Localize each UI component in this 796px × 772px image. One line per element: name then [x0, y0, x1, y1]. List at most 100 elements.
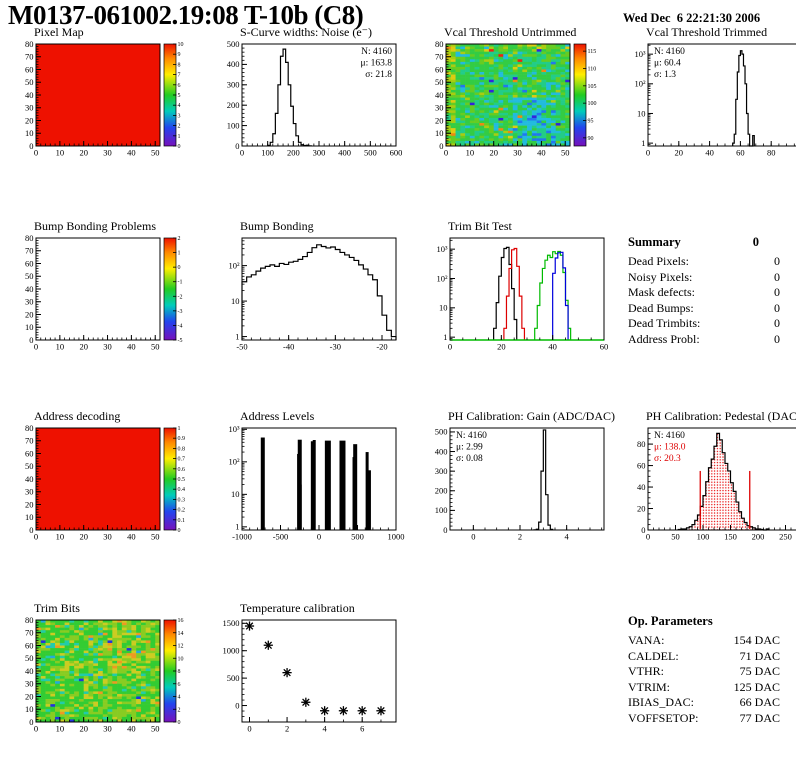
svg-text:1: 1 [178, 134, 181, 140]
svg-text:150: 150 [724, 532, 737, 542]
svg-text:90: 90 [588, 136, 594, 142]
svg-text:30: 30 [103, 342, 112, 352]
svg-text:70: 70 [435, 52, 444, 62]
summary-row: Mask defects: 0 [628, 285, 780, 301]
svg-text:10: 10 [56, 724, 65, 734]
svg-text:10: 10 [56, 342, 65, 352]
op-parameter-label: VTHR: [628, 664, 664, 678]
svg-text:30: 30 [25, 487, 34, 497]
svg-text:0: 0 [178, 720, 181, 726]
svg-text:20: 20 [489, 148, 498, 158]
svg-text:115: 115 [588, 49, 597, 55]
svg-text:30: 30 [103, 148, 112, 158]
scurve-noise-canvas: 0 100 200 300 400 500 600 0 100 200 300 400 500 N: 41… [227, 39, 403, 158]
svg-text:400: 400 [338, 148, 351, 158]
op-parameter-label: CALDEL: [628, 648, 679, 663]
summary-row: Noisy Pixels: 0 [628, 270, 780, 286]
plot-title: Address Levels [240, 409, 315, 423]
svg-text:0.9: 0.9 [178, 436, 186, 442]
plot-address-levels: Address Levels -1000 -500 0 500 1000 1 10 10² 10… [212, 410, 406, 556]
svg-text:10²: 10² [436, 273, 448, 283]
svg-text:-30: -30 [330, 342, 341, 352]
svg-text:10³: 10³ [228, 424, 240, 434]
svg-text:20: 20 [79, 532, 88, 542]
svg-text:20: 20 [25, 499, 34, 509]
svg-text:10: 10 [439, 303, 448, 313]
svg-text:50: 50 [25, 77, 34, 87]
svg-text:5: 5 [178, 93, 181, 99]
svg-text:μ: 60.4: μ: 60.4 [654, 59, 681, 69]
svg-text:30: 30 [103, 532, 112, 542]
svg-text:-500: -500 [273, 532, 289, 542]
svg-text:0: 0 [34, 724, 38, 734]
svg-text:60: 60 [435, 64, 444, 74]
svg-text:20: 20 [79, 148, 88, 158]
svg-text:80: 80 [435, 39, 444, 49]
svg-text:400: 400 [227, 59, 240, 69]
plot-bump-bonding: Bump Bonding -50 -40 -30 -20 1 10 10² [212, 220, 406, 366]
summary-row: Dead Trimbits: 0 [628, 316, 780, 332]
svg-text:σ: 1.3: σ: 1.3 [654, 70, 676, 80]
svg-text:0: 0 [240, 148, 244, 158]
svg-text:20: 20 [79, 342, 88, 352]
op-parameters-header: Op. Parameters [628, 614, 780, 629]
svg-text:10: 10 [56, 532, 65, 542]
svg-text:200: 200 [752, 532, 765, 542]
plot-vcal-untrimmed: Vcal Threshold Untrimmed 0 10 20 30 40 50 0 10 2… [420, 26, 614, 172]
svg-text:-20: -20 [376, 342, 387, 352]
svg-text:40: 40 [127, 532, 136, 542]
plot-ph-pedestal: PH Calibration: Pedestal (DAC) 0 50 100 150… [618, 410, 796, 556]
svg-text:50: 50 [25, 653, 34, 663]
summary-value: 0 [774, 269, 780, 284]
svg-text:50: 50 [151, 148, 160, 158]
svg-text:1: 1 [235, 331, 239, 341]
summary-header: Summary 0 [628, 235, 780, 250]
svg-text:1: 1 [178, 251, 181, 257]
svg-text:60: 60 [637, 460, 646, 470]
plot-address-decoding: Address decoding 0 10 20 30 40 50 0 10 20 30 40 50 6… [10, 410, 204, 556]
op-parameter-value: 154 DAC [733, 633, 780, 647]
svg-text:10: 10 [25, 704, 34, 714]
op-parameter-label: VTRIM: [628, 679, 670, 694]
svg-text:1000: 1000 [388, 532, 405, 542]
svg-text:500: 500 [227, 39, 240, 49]
op-parameter-value: 75 DAC [739, 664, 780, 678]
svg-text:1000: 1000 [223, 646, 240, 656]
svg-text:2: 2 [518, 532, 522, 542]
svg-text:0: 0 [178, 528, 181, 534]
svg-text:3: 3 [178, 113, 181, 119]
svg-text:200: 200 [227, 100, 240, 110]
op-parameter-value: 71 DAC [739, 648, 780, 663]
op-parameter-row: CALDEL: 71 DAC [628, 649, 780, 665]
svg-text:20: 20 [637, 503, 646, 513]
svg-text:4: 4 [178, 695, 181, 701]
summary-value: 0 [774, 254, 780, 268]
svg-text:N: 4160: N: 4160 [654, 431, 685, 441]
svg-text:80: 80 [25, 233, 34, 243]
svg-text:30: 30 [25, 103, 34, 113]
svg-text:40: 40 [537, 148, 546, 158]
svg-text:0: 0 [646, 148, 650, 158]
svg-text:0: 0 [247, 724, 251, 734]
op-parameter-label: IBIAS_DAC: [628, 695, 695, 709]
summary-total: 0 [752, 235, 760, 249]
plot-scurve-noise: S-Curve widths: Noise (e⁻) 0 100 200 300 400… [212, 26, 406, 172]
svg-text:10: 10 [178, 656, 184, 662]
svg-text:-2: -2 [178, 294, 183, 300]
svg-text:10²: 10² [634, 79, 646, 89]
plot-title: Temperature calibration [240, 601, 355, 615]
svg-text:200: 200 [287, 148, 300, 158]
trim-bit-test-canvas: 0 20 40 60 1 10 10² 10³ [436, 237, 608, 352]
svg-text:0: 0 [444, 148, 448, 158]
svg-text:0: 0 [235, 700, 239, 710]
op-parameter-value: 66 DAC [739, 695, 780, 709]
svg-text:1: 1 [178, 426, 181, 432]
svg-text:1: 1 [641, 138, 645, 148]
ph-gain-canvas: 0 2 4 0 100 200 300 400 500 N: 4160 μ: 2.99σ: 0.08 [435, 427, 605, 542]
svg-text:6: 6 [360, 724, 364, 734]
summary-label: Mask defects: [628, 285, 695, 299]
svg-text:0: 0 [34, 342, 38, 352]
svg-text:0: 0 [439, 141, 443, 151]
